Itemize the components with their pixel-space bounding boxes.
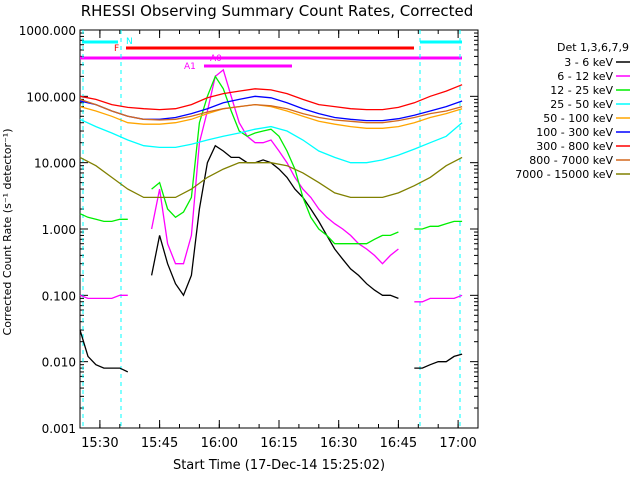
legend-label: 6 - 12 keV (557, 70, 613, 83)
flag-annotation: F (114, 44, 119, 54)
series-line (79, 144, 463, 373)
legend-label: 12 - 25 keV (550, 84, 613, 97)
series-line (79, 68, 463, 303)
x-tick-label: 15:30 (81, 436, 118, 451)
legend-title: Det 1,3,6,7,9 (557, 41, 629, 54)
legend-label: 25 - 50 keV (550, 98, 613, 111)
y-tick-label: 1000.000 (19, 24, 76, 38)
y-tick-label: 100.000 (26, 90, 76, 104)
legend-label: 50 - 100 keV (543, 112, 613, 125)
series-line (79, 103, 463, 129)
series-line (79, 84, 463, 111)
x-axis-label: Start Time (17-Dec-14 15:25:02) (173, 458, 385, 473)
flag-annotation: A0 (210, 54, 222, 64)
x-tick-label: 16:15 (260, 436, 297, 451)
x-tick-label: 17:00 (439, 436, 476, 451)
legend-label: 800 - 7000 keV (529, 154, 613, 167)
legend-label: 300 - 800 keV (536, 140, 613, 153)
y-axis-label: Corrected Count Rate (s⁻¹ detector⁻¹) (1, 129, 14, 336)
y-tick-label: 0.010 (42, 356, 76, 370)
x-tick-label: 16:30 (320, 436, 357, 451)
flag-annotation: N (126, 37, 133, 47)
chart-title: RHESSI Observing Summary Count Rates, Co… (81, 2, 474, 20)
y-tick-label: 10.000 (34, 157, 76, 171)
series-line (79, 74, 463, 245)
y-tick-label: 0.001 (42, 422, 76, 436)
y-tick-label: 0.100 (42, 289, 76, 303)
series-line (79, 118, 463, 164)
legend-label: 3 - 6 keV (564, 56, 613, 69)
x-tick-label: 16:00 (201, 436, 238, 451)
series-line (79, 98, 463, 124)
x-tick-label: 16:45 (380, 436, 417, 451)
plot-area: 0.001 0.010 0.100 1.000 10.000 100.000 1000.00… (19, 24, 479, 451)
legend-label: 7000 - 15000 keV (515, 168, 613, 181)
series-line (79, 156, 463, 199)
legend-label: 100 - 300 keV (536, 126, 613, 139)
flag-annotation: A1 (184, 62, 196, 72)
x-tick-label: 15:45 (141, 436, 178, 451)
y-tick-label: 1.000 (42, 223, 76, 237)
